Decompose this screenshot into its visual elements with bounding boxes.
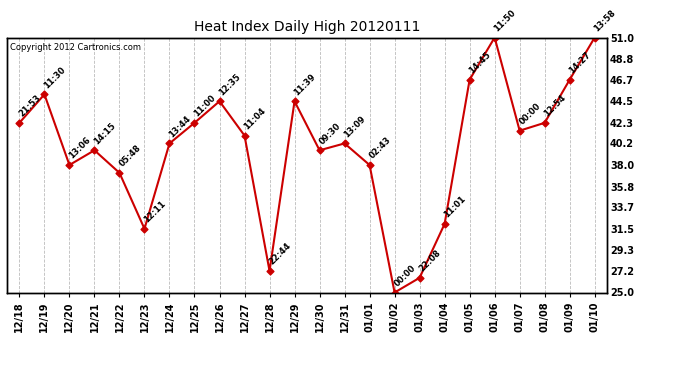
- Point: [239, 133, 250, 139]
- Point: [489, 34, 500, 40]
- Text: 11:00: 11:00: [193, 93, 217, 118]
- Point: [364, 162, 375, 168]
- Point: [139, 226, 150, 232]
- Text: 14:15: 14:15: [92, 121, 117, 146]
- Text: 21:53: 21:53: [17, 93, 43, 118]
- Point: [64, 162, 75, 168]
- Point: [339, 140, 350, 146]
- Point: [564, 76, 575, 82]
- Text: 11:01: 11:01: [442, 194, 468, 220]
- Point: [589, 34, 600, 40]
- Text: 09:30: 09:30: [317, 121, 342, 146]
- Point: [314, 147, 325, 153]
- Text: 22:44: 22:44: [267, 242, 293, 267]
- Point: [439, 221, 450, 227]
- Text: 00:00: 00:00: [518, 102, 542, 126]
- Point: [14, 120, 25, 126]
- Text: 12:54: 12:54: [542, 93, 568, 118]
- Text: 05:48: 05:48: [117, 144, 142, 169]
- Text: 22:08: 22:08: [417, 248, 442, 274]
- Text: 00:00: 00:00: [393, 263, 417, 288]
- Text: 13:58: 13:58: [593, 8, 618, 33]
- Text: 13:44: 13:44: [167, 114, 193, 139]
- Text: 11:30: 11:30: [42, 65, 68, 90]
- Text: 11:39: 11:39: [293, 72, 317, 97]
- Text: 12:11: 12:11: [142, 199, 168, 225]
- Title: Heat Index Daily High 20120111: Heat Index Daily High 20120111: [194, 20, 420, 33]
- Text: Copyright 2012 Cartronics.com: Copyright 2012 Cartronics.com: [10, 43, 141, 52]
- Point: [464, 76, 475, 82]
- Point: [514, 128, 525, 134]
- Text: 12:35: 12:35: [217, 72, 243, 97]
- Text: 11:04: 11:04: [242, 106, 268, 131]
- Point: [289, 98, 300, 104]
- Point: [214, 98, 225, 104]
- Text: 02:43: 02:43: [367, 136, 393, 161]
- Point: [39, 92, 50, 98]
- Text: 13:09: 13:09: [342, 114, 368, 139]
- Point: [89, 147, 100, 153]
- Point: [189, 120, 200, 126]
- Text: 11:50: 11:50: [493, 8, 518, 33]
- Text: 13:06: 13:06: [67, 136, 92, 161]
- Point: [414, 275, 425, 281]
- Text: 14:45: 14:45: [467, 50, 493, 75]
- Point: [164, 140, 175, 146]
- Text: 14:27: 14:27: [567, 50, 593, 75]
- Point: [539, 120, 550, 126]
- Point: [114, 170, 125, 176]
- Point: [389, 290, 400, 296]
- Point: [264, 268, 275, 274]
